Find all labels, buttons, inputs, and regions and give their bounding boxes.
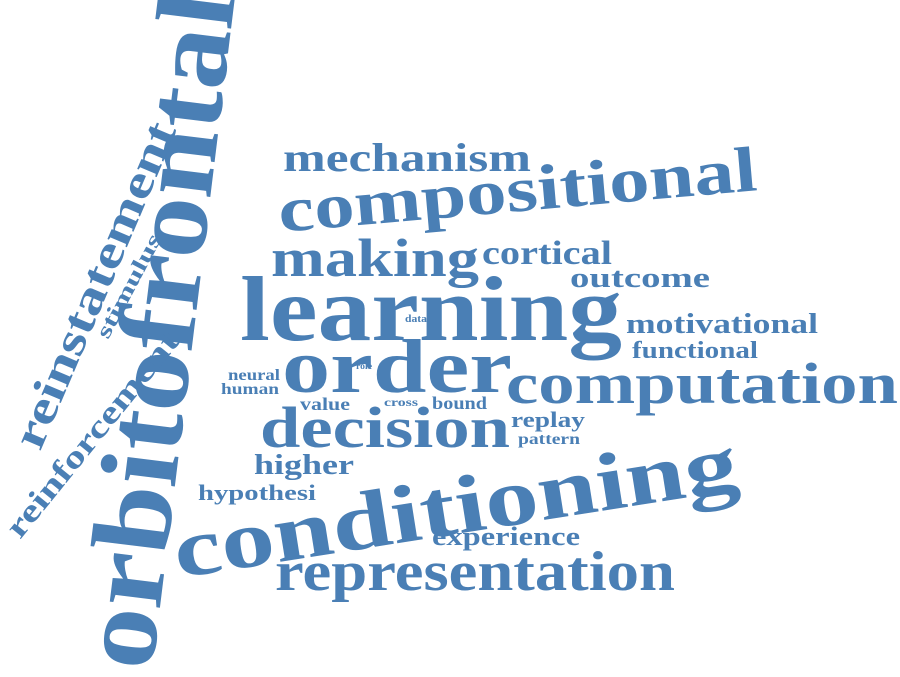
word-cross: cross [384,395,418,409]
word-decision: decision [260,395,510,460]
word-functional: functional [632,338,758,364]
word-role: role [356,361,372,371]
word-value: value [300,394,350,414]
word-hypothesi: hypothesi [198,480,316,505]
word-computation: computation [506,351,898,416]
word-representation: representation [275,541,675,603]
word-outcome: outcome [570,263,710,294]
word-bound: bound [432,393,487,413]
word-neural: neural [228,367,281,384]
word-order: order [282,325,512,409]
word-experience: experience [432,522,580,551]
word-human: human [221,381,279,398]
word-higher: higher [254,450,354,481]
word-cortical: cortical [482,235,612,272]
word-replay: replay [511,407,585,432]
word-pattern: pattern [518,431,580,448]
word-data: data [405,314,427,325]
word-making: making [271,228,479,288]
word-motivational: motivational [626,309,818,340]
word-mechanism: mechanism [283,135,531,180]
word-learning: learning [240,258,622,360]
